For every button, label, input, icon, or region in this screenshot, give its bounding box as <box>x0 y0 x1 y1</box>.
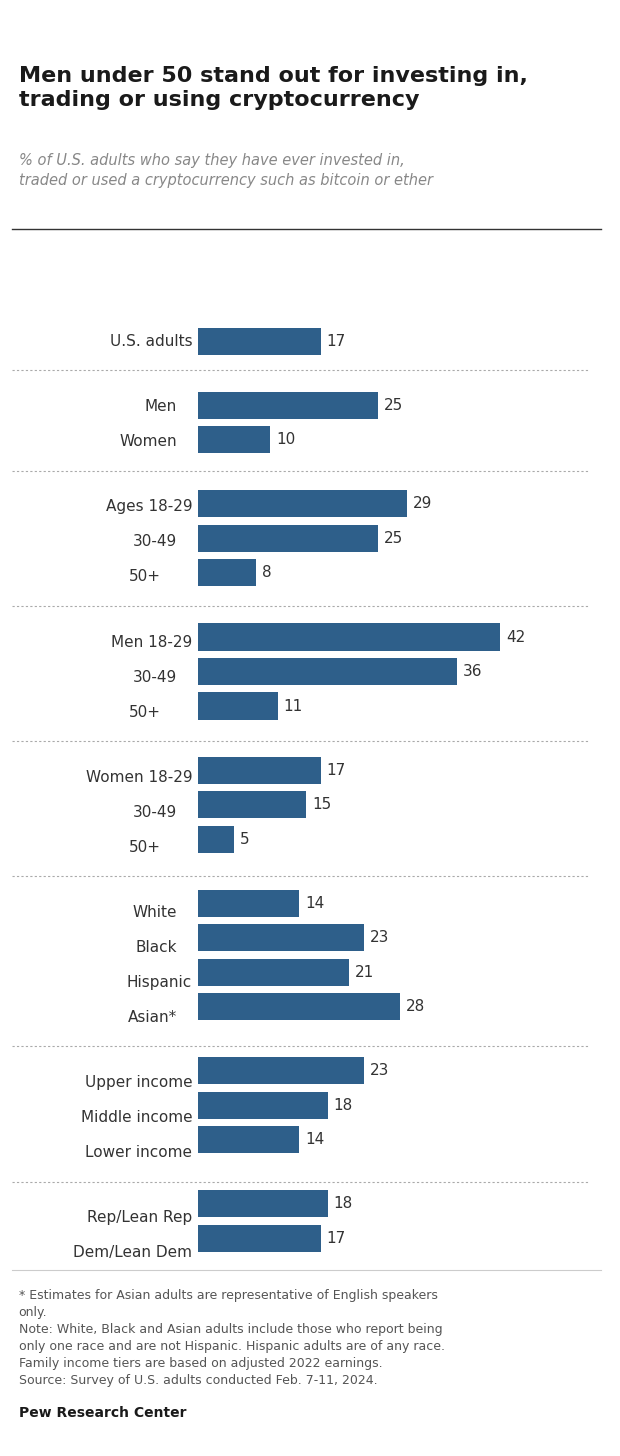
Bar <box>198 1057 364 1085</box>
Bar <box>198 559 256 587</box>
Text: 18: 18 <box>334 1197 353 1211</box>
Bar <box>198 658 458 686</box>
Bar <box>198 1092 328 1118</box>
Text: Asian*: Asian* <box>128 1010 177 1025</box>
Text: 25: 25 <box>384 531 403 546</box>
Text: Middle income: Middle income <box>81 1111 192 1125</box>
Text: Men: Men <box>144 399 177 414</box>
Text: 18: 18 <box>334 1098 353 1112</box>
Text: Women: Women <box>119 434 177 450</box>
Text: 10: 10 <box>276 432 295 447</box>
Text: Pew Research Center: Pew Research Center <box>19 1405 186 1420</box>
Text: Rep/Lean Rep: Rep/Lean Rep <box>87 1210 192 1226</box>
Bar <box>198 925 364 951</box>
Text: 21: 21 <box>355 965 374 980</box>
Text: Men 18-29: Men 18-29 <box>111 635 192 649</box>
Text: 17: 17 <box>326 333 346 349</box>
Text: Lower income: Lower income <box>85 1146 192 1160</box>
Bar <box>198 392 378 419</box>
Text: Hispanic: Hispanic <box>127 976 192 990</box>
Bar <box>198 958 350 986</box>
Text: 29: 29 <box>413 496 432 511</box>
Bar <box>198 826 234 853</box>
Text: 17: 17 <box>326 763 346 778</box>
Text: * Estimates for Asian adults are representative of English speakers
only.
Note: : * Estimates for Asian adults are represe… <box>19 1289 445 1386</box>
Text: 23: 23 <box>370 1063 389 1079</box>
Bar <box>198 1191 328 1217</box>
Text: White: White <box>132 906 177 920</box>
Text: 30-49: 30-49 <box>133 534 177 549</box>
Text: 50+: 50+ <box>129 705 161 719</box>
Text: 14: 14 <box>305 895 324 910</box>
Text: 15: 15 <box>312 796 331 812</box>
Bar <box>198 524 378 552</box>
Text: 23: 23 <box>370 930 389 945</box>
Text: Black: Black <box>135 941 177 955</box>
Text: Upper income: Upper income <box>84 1075 192 1091</box>
Text: 30-49: 30-49 <box>133 670 177 684</box>
Text: Ages 18-29: Ages 18-29 <box>105 499 192 514</box>
Text: 36: 36 <box>463 664 482 678</box>
Text: 28: 28 <box>405 999 425 1015</box>
Bar <box>198 693 278 719</box>
Bar <box>198 791 306 818</box>
Text: Men under 50 stand out for investing in,
trading or using cryptocurrency: Men under 50 stand out for investing in,… <box>19 66 528 111</box>
Text: % of U.S. adults who say they have ever invested in,
traded or used a cryptocurr: % of U.S. adults who say they have ever … <box>19 153 433 188</box>
Text: 50+: 50+ <box>129 840 161 855</box>
Text: 25: 25 <box>384 397 403 414</box>
Bar <box>198 328 321 355</box>
Text: 42: 42 <box>506 629 526 645</box>
Bar <box>198 1224 321 1252</box>
Text: U.S. adults: U.S. adults <box>110 333 192 349</box>
Bar <box>198 1127 299 1153</box>
Bar <box>198 757 321 783</box>
Text: 11: 11 <box>283 699 303 713</box>
Text: 50+: 50+ <box>129 569 161 584</box>
Bar <box>198 623 500 651</box>
Text: 8: 8 <box>262 565 272 581</box>
Text: Dem/Lean Dem: Dem/Lean Dem <box>73 1245 192 1261</box>
Bar <box>198 427 270 453</box>
Text: Women 18-29: Women 18-29 <box>86 770 192 785</box>
Text: 30-49: 30-49 <box>133 805 177 820</box>
Text: 14: 14 <box>305 1133 324 1147</box>
Text: 17: 17 <box>326 1230 346 1246</box>
Bar <box>198 491 407 517</box>
Text: 5: 5 <box>240 831 250 846</box>
Bar <box>198 993 400 1021</box>
Bar <box>198 890 299 917</box>
